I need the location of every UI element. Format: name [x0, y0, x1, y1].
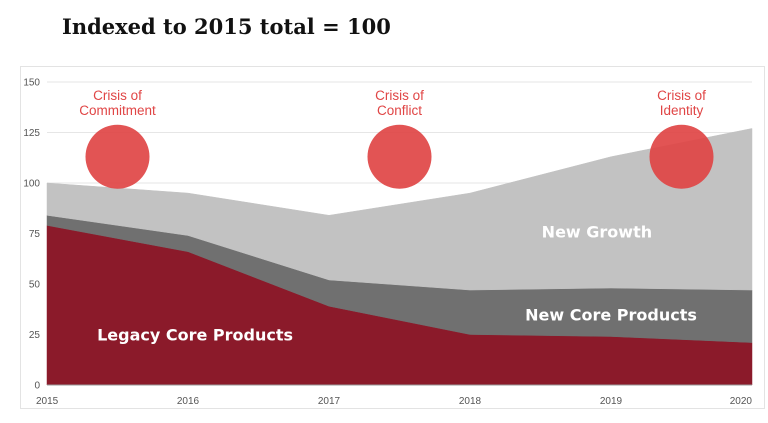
crisis-label: Crisis of	[657, 88, 706, 103]
crisis-label: Conflict	[377, 103, 422, 118]
crisis-label: Identity	[660, 103, 704, 118]
chart-frame	[20, 66, 765, 409]
y-tick-label: 50	[29, 280, 41, 291]
chart-title: Indexed to 2015 total = 100	[62, 14, 391, 39]
area-label: Legacy Core Products	[97, 326, 293, 345]
area-new-growth	[46, 128, 753, 291]
x-tick-label: 2017	[318, 396, 341, 407]
crisis-label: Crisis of	[93, 88, 142, 103]
x-tick-label: 2020	[730, 396, 753, 407]
crisis-circle	[85, 124, 150, 189]
y-tick-label: 75	[29, 229, 41, 240]
crisis-label: Crisis of	[375, 88, 424, 103]
x-tick-label: 2016	[177, 396, 200, 407]
area-label: New Core Products	[525, 305, 697, 324]
x-tick-label: 2015	[36, 396, 59, 407]
crisis-circle	[367, 124, 432, 189]
x-tick-label: 2019	[600, 396, 623, 407]
x-tick-label: 2018	[459, 396, 482, 407]
y-tick-label: 0	[34, 381, 40, 392]
y-tick-label: 25	[29, 330, 41, 341]
crisis-label: Commitment	[79, 103, 156, 118]
area-label: New Growth	[542, 222, 652, 241]
y-tick-label: 150	[23, 78, 40, 89]
y-tick-label: 100	[23, 179, 40, 190]
y-tick-label: 125	[23, 128, 40, 139]
crisis-circle	[649, 124, 714, 189]
